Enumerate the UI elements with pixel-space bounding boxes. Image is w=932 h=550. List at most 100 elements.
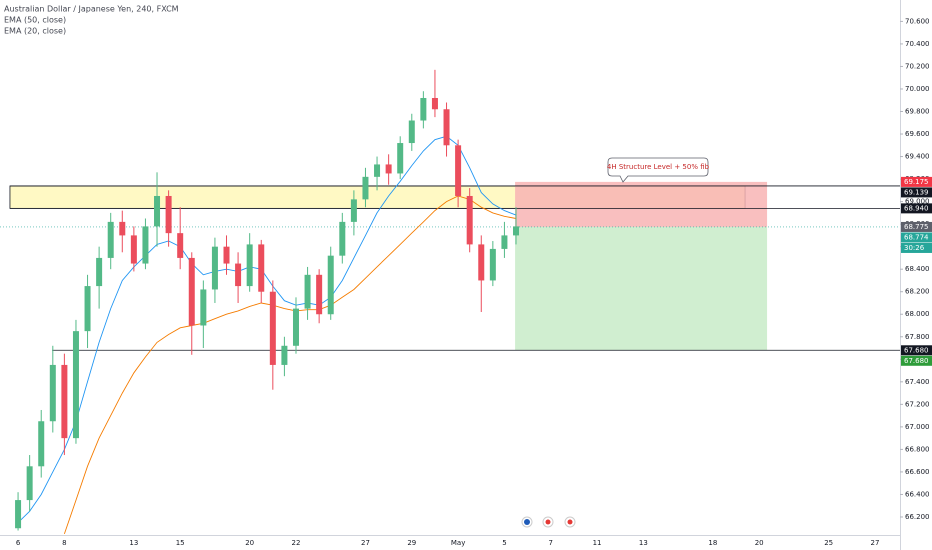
- candle-body: [49, 364, 56, 422]
- chart-title: Australian Dollar / Japanese Yen, 240, F…: [4, 5, 179, 14]
- x-tick-label: 15: [176, 539, 185, 547]
- event-icon: [567, 519, 573, 525]
- candle-body: [374, 164, 381, 177]
- candle-body: [130, 235, 137, 264]
- ema-line: [17, 135, 517, 523]
- price-label: 68.775: [904, 223, 929, 231]
- candle-body: [96, 257, 103, 287]
- x-tick-label: 20: [755, 539, 764, 547]
- candle-body: [362, 176, 369, 200]
- candle-body: [350, 199, 357, 222]
- candle-body: [119, 221, 126, 236]
- y-tick-label: 67.800: [905, 333, 930, 341]
- y-tick-label: 66.600: [905, 468, 930, 476]
- price-label-bg: [901, 187, 932, 198]
- candle-body: [177, 233, 184, 258]
- candle-body: [165, 195, 172, 234]
- price-label-bg: [901, 203, 932, 214]
- y-tick-label: 68.200: [905, 288, 930, 296]
- price-label-bg: [901, 221, 932, 232]
- x-tick-label: 27: [361, 539, 370, 547]
- candle-body: [38, 421, 45, 467]
- x-tick-label: 27: [871, 539, 880, 547]
- x-tick-label: 13: [639, 539, 648, 547]
- y-tick-label: 67.000: [905, 423, 930, 431]
- candle-body: [339, 221, 346, 256]
- x-tick-label: 11: [593, 539, 602, 547]
- price-label: 69.139: [904, 188, 929, 196]
- x-tick-label: 13: [129, 539, 138, 547]
- plot-area: [0, 69, 900, 535]
- x-tick-label: 18: [708, 539, 717, 547]
- x-tick-label: 8: [62, 539, 66, 547]
- candle-body: [420, 97, 427, 121]
- x-tick-label: 20: [245, 539, 254, 547]
- candle-body: [513, 226, 520, 236]
- candle-body: [281, 345, 288, 365]
- candle-body: [72, 331, 79, 439]
- candle-body: [15, 500, 22, 529]
- y-tick-label: 70.200: [905, 62, 930, 70]
- target-area: [515, 226, 768, 351]
- candle-body: [385, 164, 392, 174]
- candle-body: [26, 466, 33, 501]
- x-tick-label: 6: [16, 539, 21, 547]
- candle-body: [443, 109, 450, 146]
- price-label: 68.940: [904, 204, 929, 212]
- legend-entry: EMA (50, close): [4, 16, 66, 25]
- y-tick-label: 69.600: [905, 130, 930, 138]
- stop-area: [515, 181, 768, 227]
- x-tick-label: 22: [292, 539, 301, 547]
- y-tick-label: 70.600: [905, 17, 930, 25]
- event-icon: [545, 519, 551, 525]
- candle-body: [292, 308, 299, 346]
- candle-body: [188, 257, 195, 326]
- y-tick-label: 69.000: [905, 198, 930, 206]
- y-tick-label: 70.000: [905, 85, 930, 93]
- price-label: 67.680: [904, 357, 929, 365]
- x-tick-label: 25: [824, 539, 833, 547]
- y-tick-label: 68.000: [905, 310, 930, 318]
- candle-body: [466, 195, 473, 245]
- x-tick-label: May: [451, 539, 465, 547]
- price-label-bg: [901, 232, 932, 243]
- candle-body: [142, 226, 149, 264]
- candle-body: [200, 289, 207, 326]
- y-tick-label: 66.400: [905, 490, 930, 498]
- y-tick-label: 66.200: [905, 513, 930, 521]
- candle-body: [61, 364, 68, 439]
- candle-body: [211, 246, 218, 290]
- event-icons: [521, 516, 576, 528]
- candle-body: [304, 274, 311, 309]
- candle-body: [316, 274, 323, 315]
- candle-body: [455, 145, 462, 196]
- candle-body: [246, 244, 253, 287]
- y-tick-label: 67.200: [905, 400, 930, 408]
- candle-body: [327, 255, 334, 315]
- y-tick-label: 68.400: [905, 265, 930, 273]
- candle-body: [489, 248, 496, 281]
- x-tick-label: 5: [502, 539, 506, 547]
- annotation-box: [607, 157, 709, 183]
- candle-body: [269, 291, 276, 365]
- y-tick-label: 66.800: [905, 445, 930, 453]
- price-label-bg: [901, 242, 932, 253]
- price-label: 67.680: [904, 346, 929, 354]
- y-tick-label: 67.400: [905, 378, 930, 386]
- annotation-text: 4H Structure Level + 50% fib: [607, 163, 710, 171]
- price-label: 30:26: [904, 244, 925, 252]
- candle-body: [154, 195, 161, 227]
- candle-body: [84, 286, 91, 332]
- price-label: 68.774: [904, 233, 929, 241]
- candle-body: [107, 221, 114, 258]
- y-tick-label: 70.400: [905, 40, 930, 48]
- candle-body: [223, 246, 230, 264]
- price-label-bg: [901, 355, 932, 366]
- y-tick-label: 69.400: [905, 153, 930, 161]
- legend-entry: EMA (20, close): [4, 27, 66, 36]
- price-label: 69.175: [904, 178, 929, 186]
- candle-body: [258, 244, 265, 292]
- y-tick-label: 69.800: [905, 108, 930, 116]
- candle-body: [501, 235, 508, 249]
